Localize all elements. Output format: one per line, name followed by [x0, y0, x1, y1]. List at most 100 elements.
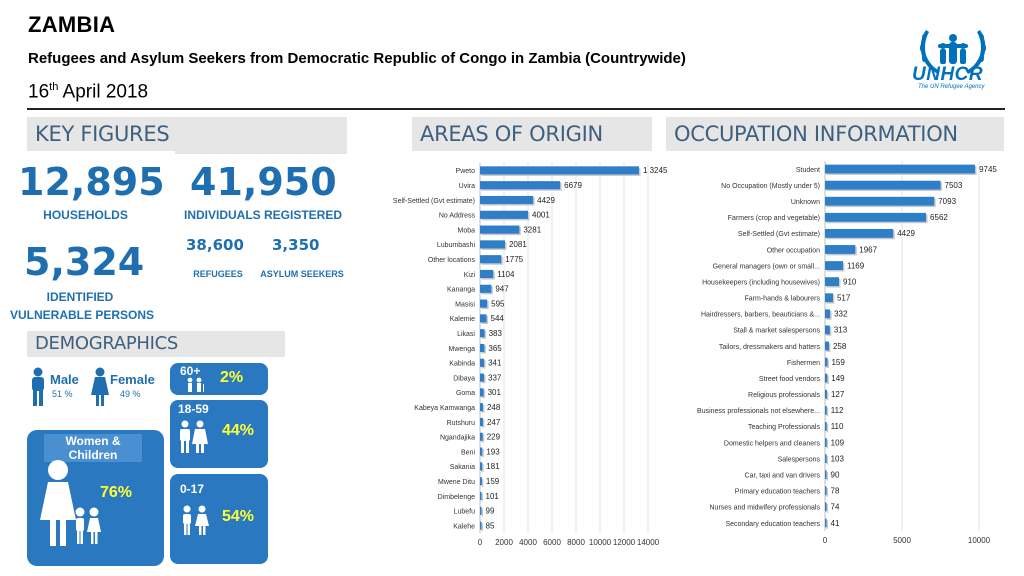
- bar-shadow: [826, 520, 828, 529]
- data-label: 4429: [897, 229, 915, 238]
- category-label: Secondary education teachers: [725, 521, 820, 528]
- data-label: 544: [491, 314, 505, 323]
- category-label: Tailors, dressmakers and hatters: [719, 344, 821, 351]
- page-subtitle: Refugees and Asylum Seekers from Democra…: [28, 50, 686, 67]
- category-label: Kalemie: [450, 316, 475, 323]
- x-tick-label: 2000: [495, 538, 513, 547]
- bar-shadow: [826, 423, 829, 433]
- data-label: 1169: [847, 261, 865, 270]
- bar: [480, 166, 639, 175]
- category-label: Kabeya Kamwanga: [414, 405, 475, 412]
- bar-shadow: [481, 508, 483, 517]
- category-label: Student: [796, 167, 820, 174]
- key-figures-heading-shade: [175, 134, 347, 154]
- bar: [825, 293, 833, 303]
- x-tick-label: 5000: [893, 536, 911, 545]
- data-label: 1775: [505, 255, 523, 264]
- bar-shadow: [826, 471, 828, 481]
- bar: [480, 462, 483, 471]
- bar-shadow: [481, 493, 483, 502]
- elderly-icon: [187, 377, 204, 392]
- bar: [480, 506, 482, 515]
- bar: [825, 454, 827, 464]
- category-label: Hairdressers, barbers, beauticians &...: [701, 312, 820, 319]
- bar-shadow: [826, 375, 829, 385]
- data-label: 258: [833, 342, 847, 351]
- x-tick-label: 14000: [637, 538, 660, 547]
- category-label: Domestic helpers and cleaners: [724, 440, 821, 447]
- bar-shadow: [481, 463, 484, 472]
- bar-shadow: [481, 449, 484, 458]
- header-divider: [27, 108, 1005, 110]
- areas-of-origin-chart: 0 2000 4000 6000 8000 10000 12000 14000 Pweto 1 3…: [393, 163, 668, 547]
- bar: [825, 164, 976, 174]
- refugees-value: 38,600: [186, 236, 244, 254]
- data-label: 1 3245: [643, 166, 668, 175]
- category-label: No Address: [439, 213, 476, 220]
- bar: [825, 518, 827, 528]
- bar: [825, 180, 941, 190]
- bar-shadow: [826, 391, 829, 401]
- bar: [480, 255, 502, 264]
- category-label: Goma: [456, 390, 475, 397]
- data-label: 1104: [497, 270, 515, 279]
- data-label: 99: [486, 507, 495, 516]
- bar: [480, 284, 492, 293]
- category-label: Pweto: [456, 168, 476, 175]
- asylum-value: 3,350: [272, 236, 320, 254]
- bar: [480, 181, 561, 190]
- female-icon: [91, 367, 109, 406]
- data-label: 149: [831, 374, 845, 383]
- category-label: Other occupation: [767, 247, 820, 254]
- category-label: Housekeepers (including housewives): [702, 279, 820, 286]
- data-label: 90: [831, 470, 840, 479]
- age-60-pct: 2%: [220, 369, 244, 386]
- category-label: No Occupation (Mostly under 5): [721, 183, 820, 190]
- data-label: 112: [831, 406, 844, 415]
- data-label: 110: [831, 422, 844, 431]
- bar: [480, 195, 534, 205]
- date-day: 16: [28, 81, 50, 103]
- category-label: Self-Settled (Gvt estimate): [393, 198, 475, 205]
- data-label: 6562: [930, 213, 948, 222]
- category-label: Uvira: [459, 183, 475, 190]
- bar: [480, 299, 488, 308]
- x-tick-label: 4000: [519, 538, 537, 547]
- women-children-icon: [40, 460, 101, 546]
- male-pct: 51 %: [52, 389, 73, 399]
- category-label: General managers (own or small...: [713, 263, 820, 270]
- x-tick-label: 0: [823, 536, 828, 545]
- data-label: 181: [486, 462, 500, 471]
- asylum-label: ASYLUM SEEKERS: [260, 269, 344, 279]
- category-label: Unknown: [791, 199, 820, 206]
- data-label: 109: [831, 438, 845, 447]
- category-label: Self-Settled (Gvt estimate): [738, 231, 820, 238]
- data-label: 159: [831, 358, 845, 367]
- category-label: Mwene Ditu: [438, 479, 475, 486]
- category-label: Sakania: [450, 464, 475, 471]
- women-children-pct: 76%: [100, 484, 133, 501]
- households-value: 12,895: [18, 160, 165, 204]
- data-label: 159: [486, 477, 500, 486]
- bar: [825, 486, 827, 496]
- occupation-heading: OCCUPATION INFORMATION: [666, 117, 1004, 151]
- data-label: 103: [831, 454, 845, 463]
- bar: [825, 438, 827, 447]
- category-label: Kizi: [464, 272, 476, 279]
- bar-shadow: [481, 478, 484, 487]
- date-suffix: th: [49, 81, 59, 93]
- bar: [825, 389, 827, 399]
- report-date: 16th April 2018: [28, 81, 148, 103]
- data-label: 7503: [945, 181, 963, 190]
- x-tick-label: 6000: [543, 538, 561, 547]
- data-label: 301: [488, 388, 502, 397]
- data-label: 341: [488, 359, 502, 368]
- category-label: Masisi: [455, 301, 475, 308]
- bar: [825, 277, 840, 287]
- bar: [825, 422, 827, 431]
- data-label: 337: [488, 373, 502, 382]
- bar-shadow: [481, 419, 485, 428]
- adults-icon: [180, 420, 208, 453]
- category-label: Farmers (crop and vegetable): [728, 215, 820, 222]
- data-label: 7093: [938, 197, 956, 206]
